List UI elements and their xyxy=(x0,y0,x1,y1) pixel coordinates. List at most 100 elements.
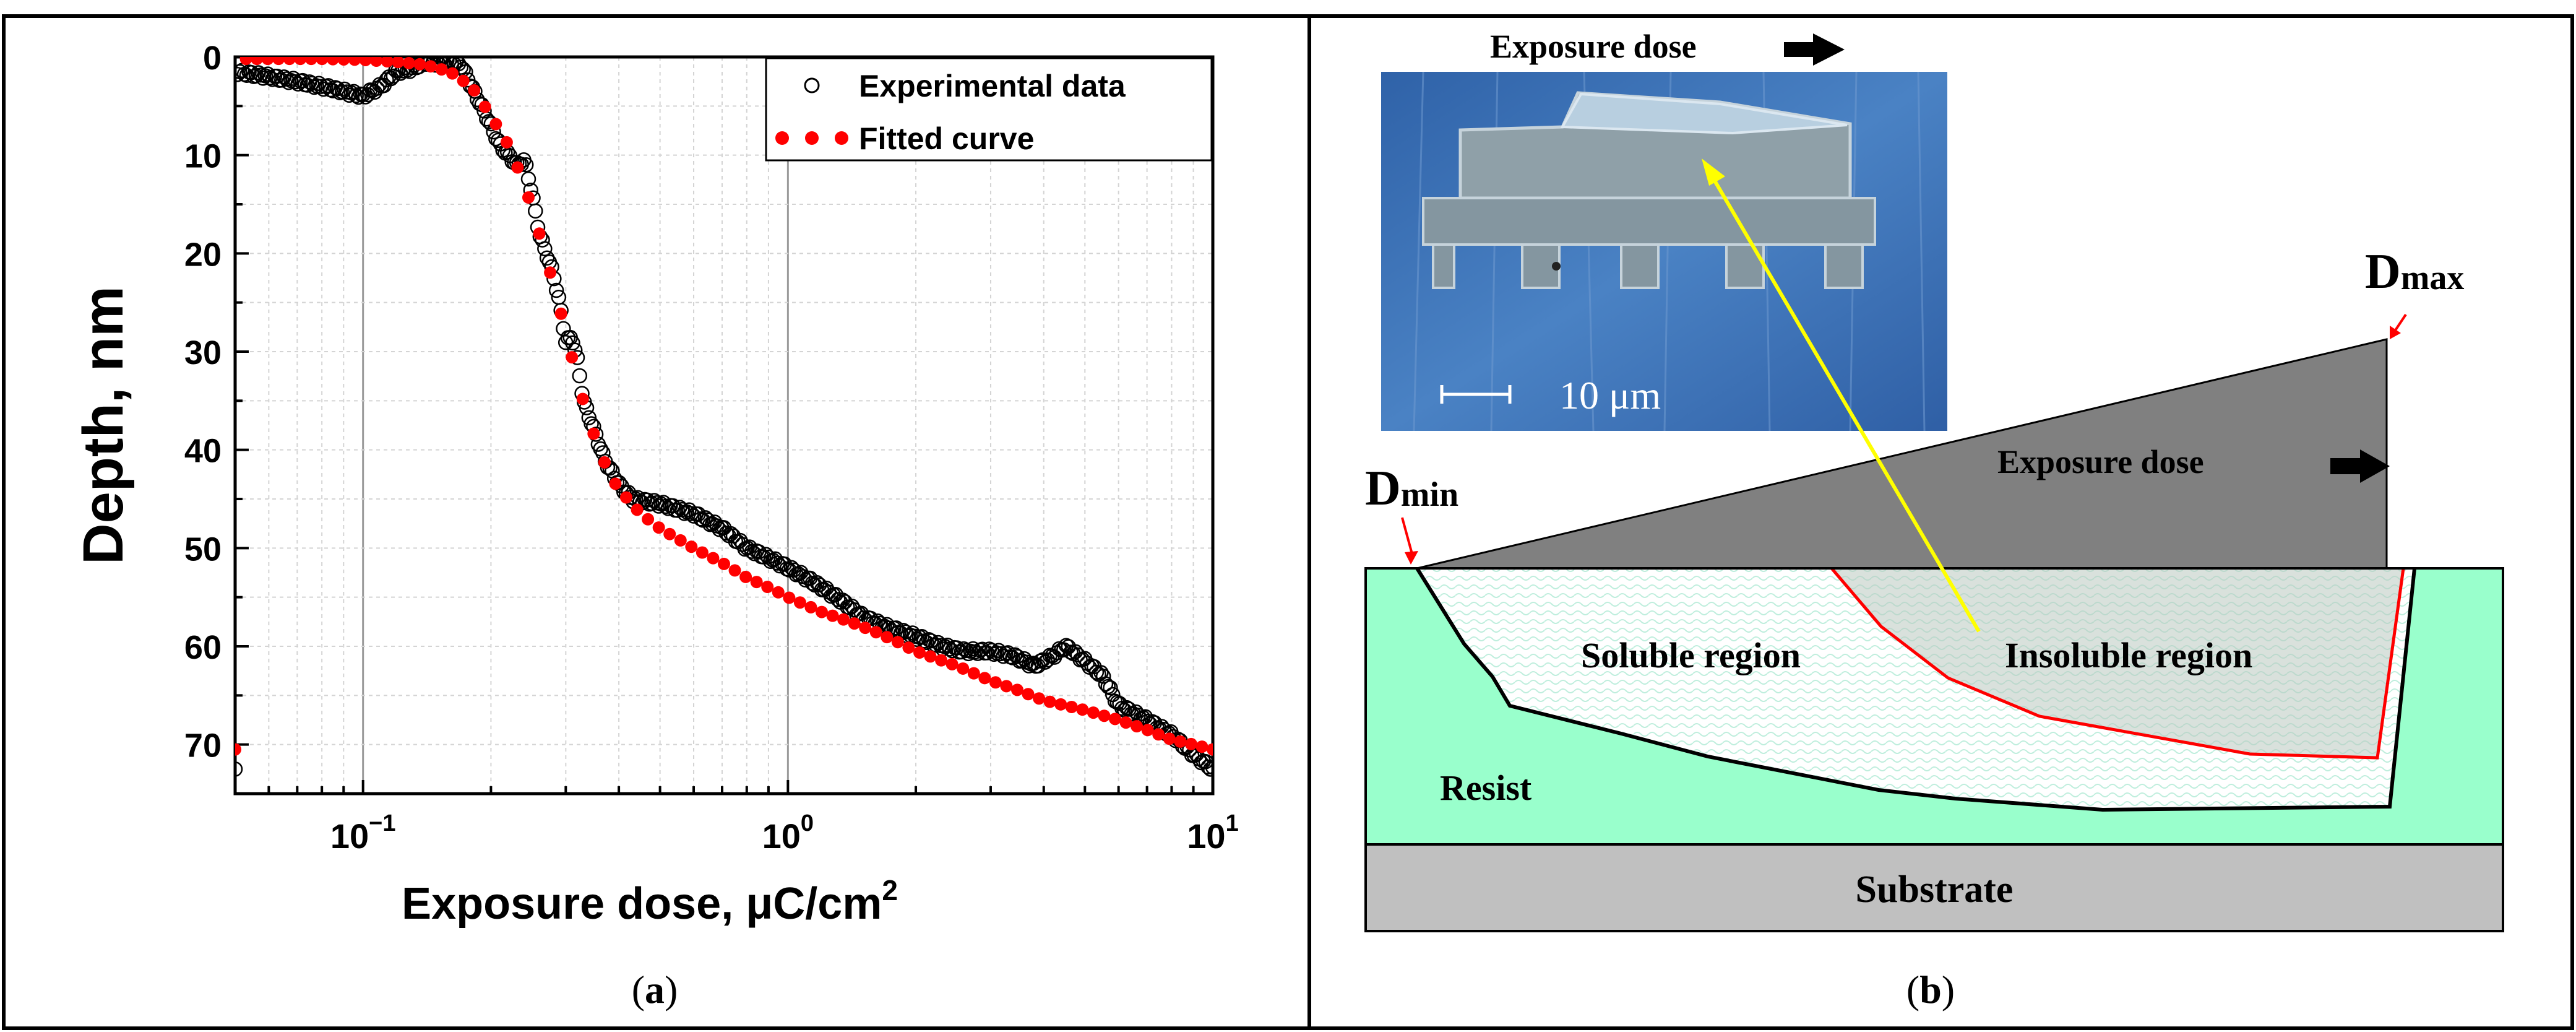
y-axis-label: Depth, nm xyxy=(72,286,135,565)
figure-frame xyxy=(2,14,2574,1030)
fitted-point xyxy=(370,57,383,67)
fitted-point xyxy=(457,74,470,87)
panel-label-b: (b) xyxy=(1906,968,1955,1012)
top-exposure-arrow-icon xyxy=(1784,33,1845,66)
structure-pad-5 xyxy=(1824,243,1864,289)
legend-marker-experimental xyxy=(804,77,820,93)
fitted-point xyxy=(772,586,785,599)
fitted-point xyxy=(1131,720,1144,733)
gridlines xyxy=(235,56,1214,794)
fitted-point xyxy=(989,676,1002,689)
insoluble-boundary xyxy=(1830,567,2405,760)
legend-marker-fitted-3 xyxy=(835,131,848,145)
experimental-point xyxy=(718,525,734,541)
fitted-point xyxy=(1184,737,1197,750)
fitted-point xyxy=(251,57,264,66)
fitted-point xyxy=(239,57,252,66)
fitted-point xyxy=(902,641,915,654)
experimental-point xyxy=(960,646,976,662)
experimental-point xyxy=(537,241,553,256)
top-exposure-label: Exposure dose xyxy=(1490,28,1697,65)
experimental-point xyxy=(1200,759,1213,775)
fitted-point xyxy=(1163,732,1176,745)
fitted-point xyxy=(1043,695,1056,708)
fitted-point xyxy=(1000,680,1013,693)
fitted-point xyxy=(642,513,655,526)
fitted-point xyxy=(500,136,513,149)
fitted-point xyxy=(620,491,632,504)
substrate-label: Substrate xyxy=(1856,869,2014,911)
fitted-point xyxy=(816,605,828,618)
experimental-point xyxy=(1098,676,1114,692)
dmax-pointer-head xyxy=(2390,326,2401,339)
experimental-point xyxy=(260,66,275,82)
experimental-point xyxy=(285,71,301,86)
panel-label-a: (a) xyxy=(632,968,678,1012)
scale-bar-label: 10 μm xyxy=(1559,373,1661,417)
fitted-point xyxy=(413,58,426,71)
fitted-point xyxy=(869,626,882,639)
dmin-pointer-head xyxy=(1405,551,1418,565)
dmax-label: Dmax xyxy=(2365,245,2464,299)
legend-label-fitted: Fitted curve xyxy=(859,121,1034,156)
y-tick-label: 40 xyxy=(184,433,222,470)
tick-labels: 0 10 20 30 40 50 60 70 10−1 100 101 xyxy=(184,40,1239,856)
fitted-point xyxy=(783,591,796,604)
fitted-point xyxy=(424,60,437,73)
fitted-point xyxy=(316,57,329,66)
fitted-point xyxy=(609,477,622,490)
fitted-point xyxy=(739,570,752,583)
fitted-point xyxy=(1022,688,1035,701)
fitted-point xyxy=(1195,740,1208,753)
fitted-point xyxy=(707,552,720,565)
fitted-point xyxy=(891,636,904,649)
data-series xyxy=(235,57,1213,777)
experimental-point xyxy=(956,641,971,657)
fitted-point xyxy=(761,581,774,594)
fitted-point xyxy=(381,57,394,68)
x-tick-label: 101 xyxy=(1187,810,1238,856)
fitted-point xyxy=(522,191,535,204)
y-tick-label: 10 xyxy=(184,138,222,175)
micrograph: 10 μm xyxy=(1381,71,1947,431)
fitted-point xyxy=(1033,692,1046,705)
y-tick-label: 0 xyxy=(203,40,222,77)
experimental-point xyxy=(334,84,350,100)
fitted-point xyxy=(663,527,676,540)
fitted-point xyxy=(478,100,491,113)
structure-pad-3 xyxy=(1620,243,1660,289)
fitted-point xyxy=(1141,724,1154,737)
insoluble-region xyxy=(1832,568,2403,758)
fitted-point xyxy=(1054,698,1067,711)
fitted-point xyxy=(587,427,600,440)
fitted-point xyxy=(793,596,806,609)
inner-exposure-arrow-icon xyxy=(2330,449,2390,483)
fitted-point xyxy=(272,57,285,66)
experimental-point xyxy=(1095,669,1111,684)
experimental-point xyxy=(539,250,555,266)
fitted-point xyxy=(696,546,709,559)
fitted-point xyxy=(566,351,579,364)
fitted-point xyxy=(402,57,415,69)
experimental-point xyxy=(646,493,662,508)
fitted-point xyxy=(1119,716,1132,729)
fitted-point xyxy=(859,622,872,635)
y-tick-label: 30 xyxy=(184,334,222,371)
fitted-point xyxy=(1152,728,1165,741)
fitted-point xyxy=(392,57,405,69)
legend-label-experimental: Experimental data xyxy=(859,69,1126,103)
dmin-label: Dmin xyxy=(1365,461,1458,516)
experimental-point xyxy=(528,203,543,219)
fitted-point xyxy=(533,227,546,240)
resist-label: Resist xyxy=(1440,768,1532,808)
plot-area-frame xyxy=(233,55,1215,796)
experimental-point xyxy=(309,78,324,93)
legend-marker-fitted-1 xyxy=(775,131,789,145)
experimental-point xyxy=(1100,679,1116,695)
x-tick-label: 10−1 xyxy=(330,810,396,856)
fitted-point xyxy=(348,57,361,66)
development-boundary xyxy=(1415,567,2416,812)
fitted-point xyxy=(554,307,567,320)
fitted-point xyxy=(1076,703,1089,716)
